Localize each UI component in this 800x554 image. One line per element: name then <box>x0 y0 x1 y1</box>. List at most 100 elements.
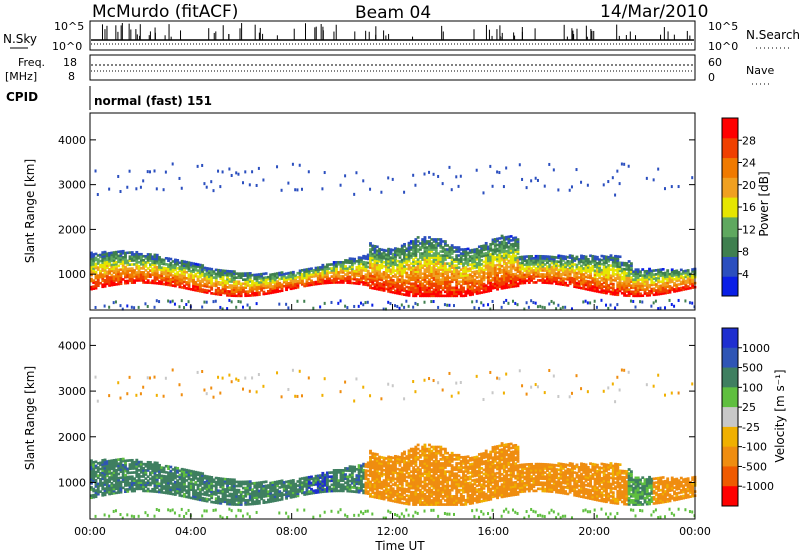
power-cell <box>686 275 690 278</box>
power-cell <box>668 298 671 302</box>
power-cell <box>242 278 245 282</box>
power-cell <box>335 275 338 278</box>
power-cell <box>405 289 409 293</box>
power-cell <box>90 279 93 283</box>
power-cell <box>207 285 211 289</box>
velocity-cell <box>187 494 191 497</box>
velocity-cell <box>103 483 107 486</box>
power-cell <box>230 284 234 287</box>
power-cell <box>434 286 438 290</box>
velocity-cell <box>139 464 143 468</box>
power-cell <box>430 256 434 259</box>
velocity-cell <box>169 471 173 475</box>
power-cell <box>430 262 434 265</box>
power-cell <box>112 265 116 268</box>
power-cell <box>103 304 106 308</box>
velocity-cell <box>108 394 111 398</box>
power-cell <box>262 292 266 296</box>
power-cell <box>514 276 518 280</box>
velocity-cell <box>242 499 245 502</box>
velocity-cell <box>119 488 123 492</box>
power-cell <box>114 277 118 280</box>
power-cell <box>688 301 691 305</box>
power-cell <box>126 263 130 267</box>
power-cell <box>278 289 282 293</box>
power-cell <box>453 266 456 269</box>
power-cell <box>262 272 266 276</box>
power-cell <box>439 280 443 284</box>
velocity-cell <box>239 503 243 506</box>
power-cell <box>242 181 245 185</box>
velocity-cell <box>201 492 205 496</box>
velocity-cell <box>201 496 205 500</box>
power-cell <box>183 270 186 274</box>
power-cell <box>219 271 223 274</box>
power-cell <box>645 271 649 275</box>
power-cell <box>121 255 125 259</box>
power-cell <box>160 278 164 282</box>
power-cell <box>117 280 121 284</box>
power-cell <box>627 270 631 273</box>
power-cell <box>160 280 164 284</box>
power-cell <box>423 240 427 243</box>
power-cell <box>434 242 438 245</box>
power-cell <box>298 271 302 275</box>
power-cell <box>627 276 631 279</box>
velocity-cell <box>178 481 182 485</box>
velocity-cell <box>187 487 191 491</box>
velocity-cell <box>257 493 261 497</box>
velocity-cell <box>90 496 93 500</box>
power-cell <box>203 290 207 294</box>
power-cell <box>484 248 488 251</box>
power-cell <box>654 293 658 296</box>
velocity-cell <box>148 477 152 481</box>
power-cell <box>101 279 105 283</box>
power-cell <box>221 307 224 311</box>
power-cell <box>112 255 116 258</box>
power-cell <box>142 260 146 264</box>
power-cell <box>582 275 586 278</box>
velocity-cell <box>248 480 252 483</box>
power-cell <box>473 262 477 266</box>
velocity-cell <box>230 480 234 484</box>
power-cell <box>482 260 486 264</box>
velocity-cell <box>221 500 225 503</box>
power-cell <box>373 251 377 254</box>
velocity-cell <box>164 464 168 468</box>
power-cell <box>593 281 597 285</box>
power-cell <box>300 283 304 286</box>
velocity-cell <box>210 486 214 489</box>
power-cell <box>593 269 597 273</box>
power-cell <box>121 251 125 255</box>
power-cell <box>214 290 218 294</box>
power-cell <box>575 285 579 289</box>
power-cell <box>543 275 547 278</box>
power-cell <box>398 274 402 277</box>
power-cell <box>423 300 426 304</box>
power-cell <box>448 165 451 169</box>
power-cell <box>437 282 440 286</box>
power-cell <box>362 260 366 264</box>
power-cell <box>534 281 538 284</box>
power-cell <box>471 285 475 288</box>
power-cell <box>496 247 499 251</box>
power-cell <box>244 282 248 285</box>
power-cell <box>189 279 193 283</box>
power-cell <box>103 266 107 270</box>
power-cell <box>546 279 549 283</box>
power-cell <box>153 169 156 173</box>
power-cell <box>171 266 175 269</box>
power-cell <box>591 281 595 284</box>
power-cell <box>90 271 93 275</box>
power-cell <box>305 282 309 285</box>
power-cell <box>527 265 531 268</box>
power-cell <box>217 287 220 290</box>
power-cell <box>108 284 112 287</box>
power-cell <box>580 268 583 272</box>
power-cell <box>230 280 234 283</box>
power-cell <box>450 188 453 192</box>
power-cell <box>312 269 316 272</box>
power-cell <box>178 265 182 269</box>
power-cell <box>237 286 241 290</box>
power-cell <box>446 278 450 282</box>
